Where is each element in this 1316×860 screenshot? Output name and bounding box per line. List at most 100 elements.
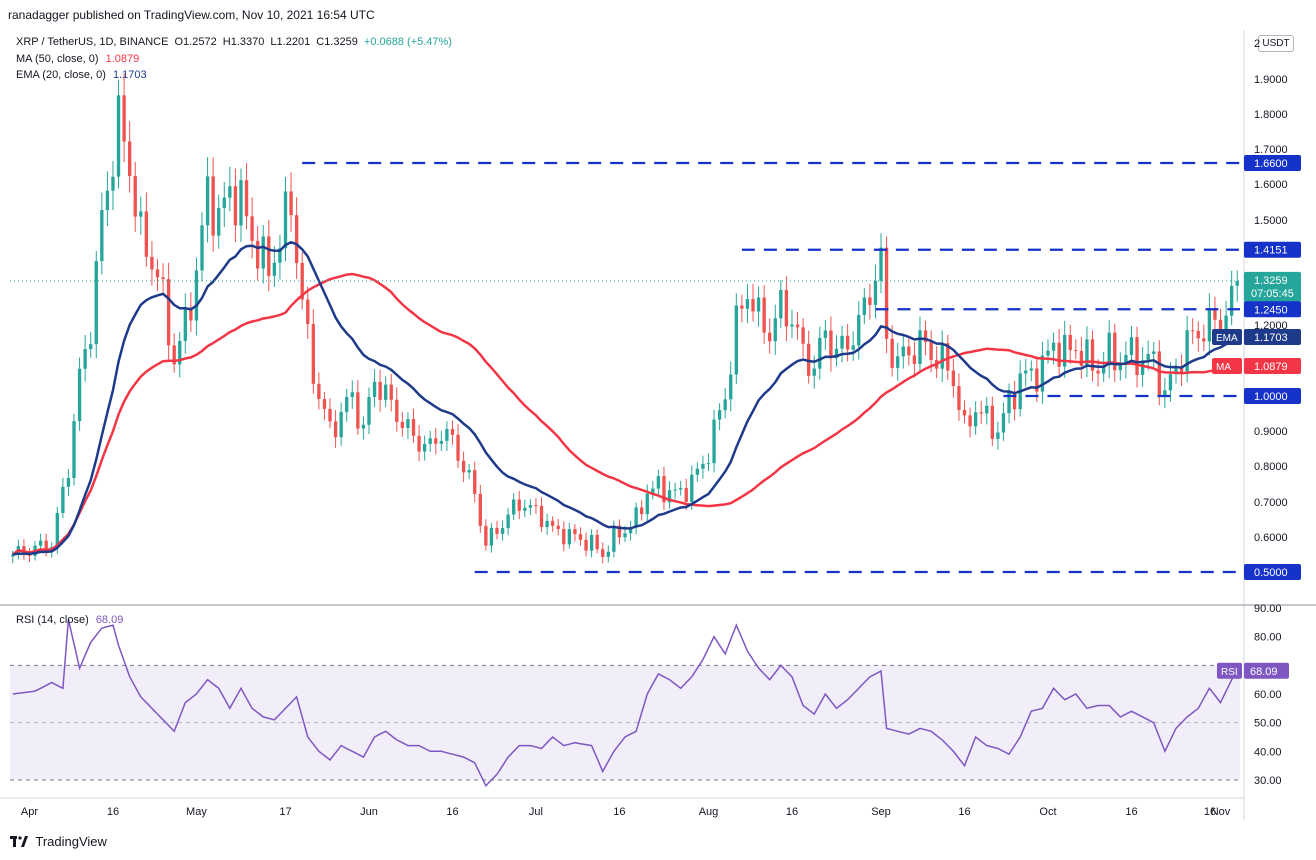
candle[interactable] <box>985 405 989 414</box>
rsi-value-tag[interactable] <box>1244 662 1289 679</box>
candle[interactable] <box>779 289 783 319</box>
candle[interactable] <box>912 355 917 364</box>
candle[interactable] <box>473 470 477 494</box>
candle[interactable] <box>701 463 705 469</box>
candle[interactable] <box>517 499 521 511</box>
candle[interactable] <box>333 421 338 438</box>
candle[interactable] <box>1157 351 1161 397</box>
candle[interactable] <box>222 197 226 208</box>
candle[interactable] <box>1129 337 1134 356</box>
rsi-name-tag[interactable] <box>1217 662 1242 679</box>
candle[interactable] <box>578 534 583 540</box>
candle[interactable] <box>122 95 126 142</box>
candle[interactable] <box>389 384 393 400</box>
candle[interactable] <box>283 191 288 249</box>
price-tag-level[interactable] <box>1244 301 1301 318</box>
candle[interactable] <box>723 399 727 411</box>
candle[interactable] <box>38 540 43 546</box>
candle[interactable] <box>734 305 738 375</box>
candle[interactable] <box>1113 332 1117 371</box>
candle[interactable] <box>94 261 98 345</box>
candle[interactable] <box>1012 391 1017 410</box>
candle[interactable] <box>328 408 332 422</box>
candle[interactable] <box>790 324 794 327</box>
candle[interactable] <box>411 419 416 436</box>
candle[interactable] <box>567 529 572 545</box>
candle[interactable] <box>428 438 432 444</box>
last-price-tag[interactable] <box>1244 271 1301 302</box>
candle[interactable] <box>311 324 315 384</box>
candle[interactable] <box>478 493 482 526</box>
candle[interactable] <box>1207 308 1212 342</box>
candle[interactable] <box>22 546 26 554</box>
candle[interactable] <box>83 349 87 369</box>
candle[interactable] <box>422 443 427 452</box>
candle[interactable] <box>662 476 666 503</box>
candle[interactable] <box>183 307 187 341</box>
candle[interactable] <box>740 305 744 309</box>
candle[interactable] <box>77 368 82 422</box>
candle[interactable] <box>862 297 866 315</box>
candle[interactable] <box>1101 365 1106 374</box>
candle[interactable] <box>1196 330 1200 339</box>
candle[interactable] <box>467 470 471 473</box>
candle[interactable] <box>233 186 238 226</box>
candle[interactable] <box>194 270 199 321</box>
price-tag-level[interactable] <box>1244 155 1301 171</box>
candle[interactable] <box>256 240 260 269</box>
candle[interactable] <box>133 176 137 217</box>
candle[interactable] <box>1229 285 1234 316</box>
price-tag-level[interactable] <box>1244 388 1301 404</box>
candle[interactable] <box>745 299 750 309</box>
candle[interactable] <box>372 381 377 397</box>
candle[interactable] <box>384 384 388 400</box>
candle[interactable] <box>105 190 110 211</box>
candle[interactable] <box>1040 355 1045 392</box>
candle[interactable] <box>1074 350 1078 352</box>
price-tag-ema[interactable] <box>1244 329 1301 345</box>
rsi-line[interactable] <box>12 619 1238 787</box>
candle[interactable] <box>417 435 421 452</box>
candle[interactable] <box>1007 391 1011 414</box>
candle[interactable] <box>200 225 204 271</box>
candle[interactable] <box>528 505 533 508</box>
candle[interactable] <box>356 392 360 429</box>
candle[interactable] <box>729 374 733 400</box>
candle[interactable] <box>350 392 354 397</box>
indicator-name-tag[interactable] <box>1212 329 1242 345</box>
candle[interactable] <box>946 343 950 371</box>
candle[interactable] <box>439 440 444 444</box>
candle[interactable] <box>306 299 310 325</box>
candle[interactable] <box>573 529 577 535</box>
candle[interactable] <box>673 489 677 491</box>
candle[interactable] <box>66 478 71 487</box>
price-tag-level[interactable] <box>1244 564 1301 580</box>
candle[interactable] <box>1191 330 1195 332</box>
candle[interactable] <box>873 280 878 305</box>
candle[interactable] <box>267 236 271 276</box>
candle[interactable] <box>1029 368 1033 371</box>
price-tag-level[interactable] <box>1244 241 1301 258</box>
candle[interactable] <box>667 490 672 503</box>
candle[interactable] <box>450 429 455 435</box>
candle[interactable] <box>539 505 544 528</box>
candle[interactable] <box>1224 315 1228 330</box>
candle[interactable] <box>11 554 15 557</box>
candle[interactable] <box>139 211 143 217</box>
candle[interactable] <box>378 381 382 400</box>
candle[interactable] <box>1085 339 1089 366</box>
symbol-legend[interactable]: XRP / TetherUS, 1D, BINANCE O1.2572 H1.3… <box>16 36 452 48</box>
candle[interactable] <box>61 486 65 513</box>
candle[interactable] <box>589 534 594 551</box>
candle[interactable] <box>272 262 277 276</box>
candle[interactable] <box>1079 350 1084 366</box>
candle[interactable] <box>484 525 488 546</box>
candle[interactable] <box>868 297 872 305</box>
candle[interactable] <box>445 429 449 441</box>
candle[interactable] <box>44 540 48 552</box>
candle[interactable] <box>678 487 683 490</box>
candle[interactable] <box>612 525 616 552</box>
ma50-line[interactable] <box>12 272 1238 556</box>
candle[interactable] <box>166 279 171 346</box>
